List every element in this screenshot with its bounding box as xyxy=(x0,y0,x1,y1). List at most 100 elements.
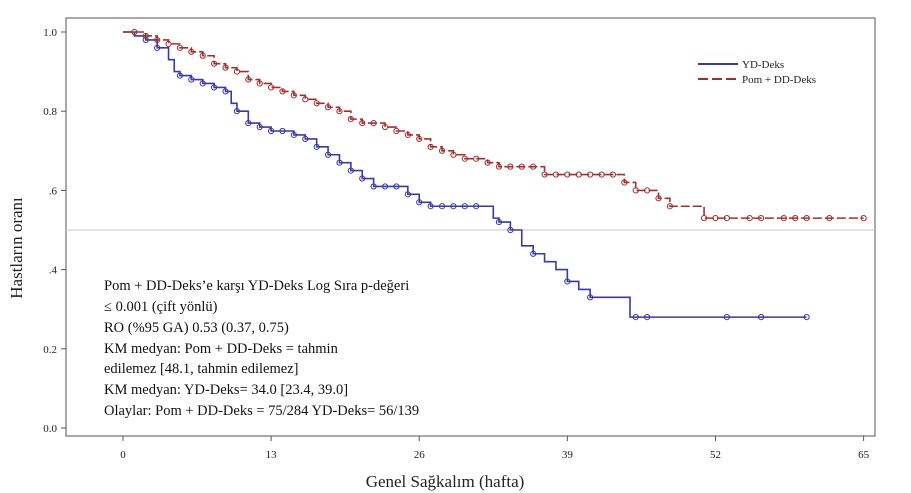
censor-mark-0 xyxy=(803,314,810,321)
censor-mark-1 xyxy=(267,84,275,91)
annotation-line-4: edilemez [48.1, tahmin edilemez] xyxy=(104,361,298,377)
annotation-line-5: KM medyan: YD-Deks= 34.0 [23.4, 39.0] xyxy=(104,382,348,398)
x-tick-label: 65 xyxy=(858,449,870,461)
censor-mark-0 xyxy=(370,183,377,190)
censor-mark-0 xyxy=(267,127,275,135)
censor-mark-1 xyxy=(757,215,765,222)
censor-mark-1 xyxy=(461,155,468,162)
censor-mark-0 xyxy=(313,143,320,150)
censor-mark-1 xyxy=(154,36,161,44)
y-tick-label: 0.2 xyxy=(43,344,57,356)
x-axis: 0 13 26 39 52 65 xyxy=(120,436,870,461)
censor-mark-0 xyxy=(176,72,184,79)
censor-mark-1 xyxy=(450,151,457,158)
censor-mark-1 xyxy=(279,88,286,95)
censor-mark-0 xyxy=(404,191,411,198)
legend: YD-Deks Pom + DD-Deks xyxy=(698,59,816,86)
censor-mark-1 xyxy=(370,119,377,127)
censor-mark-1 xyxy=(826,215,833,222)
censor-mark-1 xyxy=(780,215,787,222)
annotation-line-6: Olaylar: Pom + DD-Deks = 75/284 YD-Deks=… xyxy=(104,403,419,419)
censor-mark-0 xyxy=(427,203,434,210)
censor-mark-1 xyxy=(564,171,571,178)
censor-mark-0 xyxy=(256,123,263,131)
y-axis: 0.0 0.2 .4 .6 0.8 1.0 xyxy=(43,27,66,435)
censor-mark-0 xyxy=(302,135,309,143)
censor-mark-1 xyxy=(723,215,730,222)
censor-mark-0 xyxy=(564,278,571,285)
censor-mark-1 xyxy=(609,171,617,178)
y-tick-label: 0.8 xyxy=(43,106,57,118)
y-tick-label: .6 xyxy=(49,185,58,197)
censor-mark-1 xyxy=(199,52,206,59)
censor-mark-0 xyxy=(290,131,297,139)
censor-mark-1 xyxy=(666,203,674,210)
y-tick-label: 1.0 xyxy=(43,27,57,39)
censor-mark-0 xyxy=(416,199,423,206)
censor-mark-1 xyxy=(256,80,263,87)
censor-mark-1 xyxy=(381,123,389,131)
censor-mark-1 xyxy=(427,143,434,150)
censor-mark-1 xyxy=(404,131,411,139)
censor-mark-1 xyxy=(245,76,252,83)
censor-mark-0 xyxy=(473,203,480,210)
censor-mark-0 xyxy=(324,151,332,158)
x-tick-label: 0 xyxy=(120,449,126,461)
censor-mark-0 xyxy=(632,314,639,321)
censor-mark-0 xyxy=(438,203,446,210)
censor-mark-1 xyxy=(416,135,423,143)
censor-mark-0 xyxy=(587,294,594,301)
y-axis-title: Hastların oranı xyxy=(7,197,26,299)
censor-mark-0 xyxy=(723,314,730,321)
censor-mark-1 xyxy=(655,195,662,202)
censor-mark-0 xyxy=(381,183,389,190)
censor-mark-1 xyxy=(313,100,320,107)
x-tick-label: 39 xyxy=(562,449,574,461)
censor-mark-1 xyxy=(393,127,400,135)
censor-mark-1 xyxy=(131,28,138,36)
censor-mark-1 xyxy=(359,119,366,127)
censor-mark-0 xyxy=(336,159,343,166)
censor-mark-1 xyxy=(575,171,582,178)
censor-mark-1 xyxy=(290,92,297,99)
censor-mark-1 xyxy=(746,215,753,222)
censor-mark-1 xyxy=(188,48,195,55)
censor-mark-1 xyxy=(336,108,343,115)
censor-mark-1 xyxy=(438,147,446,154)
censor-mark-0 xyxy=(495,218,503,226)
annotation-line-0: Pom + DD-Deks’e karşı YD-Deks Log Sıra p… xyxy=(104,278,409,294)
censor-mark-0 xyxy=(211,84,218,91)
censor-mark-1 xyxy=(803,215,810,222)
censor-mark-0 xyxy=(507,226,514,234)
censor-mark-1 xyxy=(792,215,799,222)
censor-mark-1 xyxy=(598,171,605,178)
x-axis-title: Genel Sağkalım (hafta) xyxy=(366,472,525,491)
censor-mark-0 xyxy=(154,44,161,51)
x-tick-label: 26 xyxy=(414,449,426,461)
censor-mark-1 xyxy=(541,171,548,178)
series-line-0 xyxy=(122,31,807,318)
censor-mark-0 xyxy=(530,250,537,257)
censor-mark-1 xyxy=(222,64,229,71)
censor-mark-0 xyxy=(142,36,149,44)
censor-mark-1 xyxy=(324,104,332,111)
series-line-1 xyxy=(122,31,864,219)
censor-mark-1 xyxy=(518,163,525,170)
censor-mark-0 xyxy=(757,314,765,321)
censor-mark-1 xyxy=(347,116,354,123)
censor-mark-1 xyxy=(860,215,867,222)
censor-mark-0 xyxy=(245,119,252,127)
censor-mark-0 xyxy=(279,127,286,135)
censor-mark-0 xyxy=(393,183,400,190)
annotation-line-3: KM medyan: Pom + DD-Deks = tahmin xyxy=(104,341,339,357)
censor-mark-0 xyxy=(188,76,195,83)
censor-mark-1 xyxy=(233,68,241,75)
censor-mark-1 xyxy=(176,44,184,51)
annotation-line-1: ≤ 0.001 (çift yönlü) xyxy=(104,299,218,315)
censor-mark-1 xyxy=(507,163,514,170)
censor-mark-1 xyxy=(484,159,491,166)
censor-mark-1 xyxy=(211,60,218,67)
y-tick-label: .4 xyxy=(49,265,58,277)
censor-mark-0 xyxy=(461,203,468,210)
